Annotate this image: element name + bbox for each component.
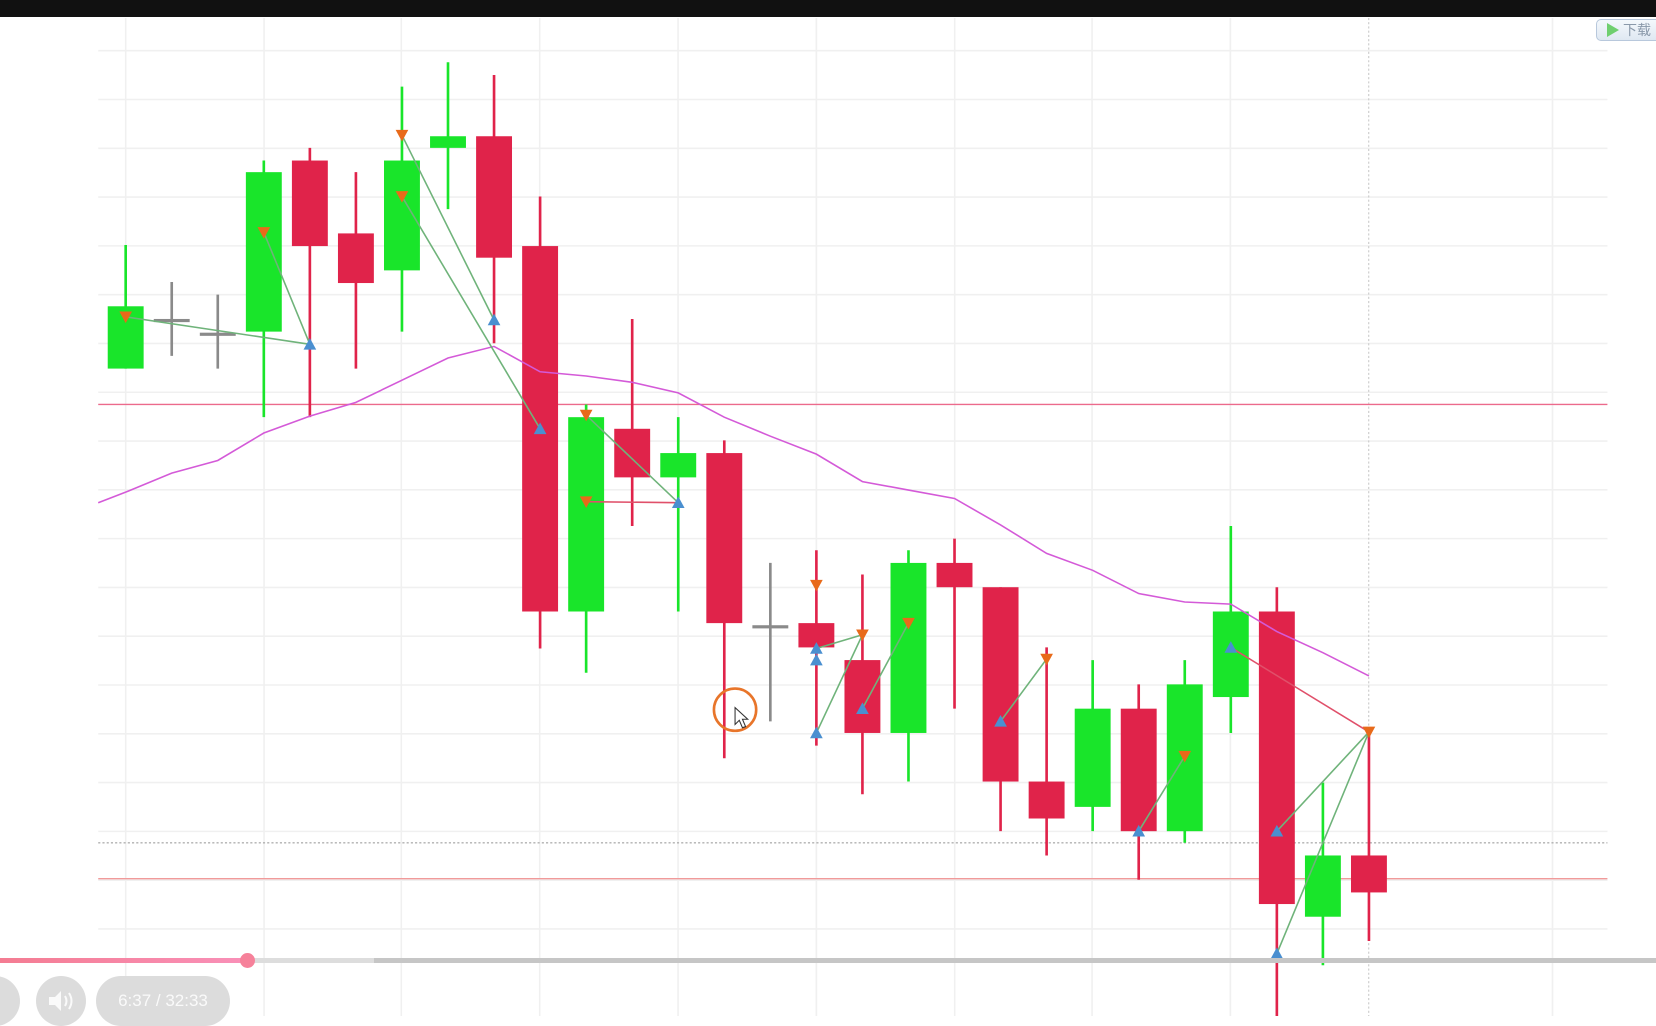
candle-body	[430, 136, 466, 148]
down-triangle-icon	[902, 617, 915, 630]
progress-handle[interactable]	[239, 953, 255, 968]
candle-body	[568, 417, 605, 612]
play-button[interactable]	[0, 976, 20, 1026]
candle-body	[1350, 855, 1387, 893]
zigzag-segment	[815, 634, 864, 734]
time-text: 6:37 / 32:33	[118, 991, 208, 1010]
up-triangle-icon	[1132, 824, 1146, 837]
candle-body	[844, 660, 881, 733]
buffered-bar	[374, 958, 1656, 963]
progress-played	[0, 958, 247, 963]
down-triangle-icon	[395, 129, 409, 142]
zigzag-segment	[586, 500, 679, 504]
zigzag-segment	[1276, 731, 1370, 832]
down-triangle-icon	[810, 579, 823, 592]
down-triangle-icon	[579, 409, 593, 422]
zigzag-segment	[816, 633, 863, 650]
grid	[98, 17, 1608, 1016]
up-triangle-icon	[1224, 641, 1238, 653]
signal-markers	[119, 129, 1376, 959]
candle-body	[752, 625, 789, 629]
candle-body	[982, 587, 1019, 782]
candle-body	[153, 318, 190, 323]
candle-body	[1258, 611, 1295, 905]
cursor-highlight	[712, 687, 758, 733]
candle-body	[936, 562, 973, 588]
moving-average-line	[97, 345, 1370, 677]
zigzag-segment	[999, 658, 1048, 722]
zigzag-segment	[125, 316, 310, 346]
candle-body	[706, 453, 743, 624]
zigzag-segment	[585, 414, 679, 504]
download-play-icon	[1607, 23, 1619, 37]
download-button[interactable]: 下载	[1596, 19, 1656, 41]
candle-body	[660, 453, 697, 478]
zigzag-segment	[861, 622, 910, 710]
zigzag-segment	[1276, 731, 1370, 954]
up-triangle-icon	[303, 337, 317, 350]
zigzag-segment	[401, 134, 495, 321]
candle-body	[476, 136, 513, 258]
candle-body	[245, 172, 282, 332]
candle-body	[1028, 781, 1065, 819]
volume-button[interactable]	[36, 976, 86, 1026]
candle-body	[1074, 708, 1111, 807]
mouse-cursor-icon	[734, 706, 750, 729]
zigzag-segment	[1230, 646, 1370, 733]
download-label: 下载	[1623, 22, 1651, 38]
down-triangle-icon	[1040, 653, 1053, 666]
candle-body	[890, 562, 927, 733]
down-triangle-icon	[1362, 726, 1376, 739]
up-triangle-icon	[856, 702, 869, 714]
up-triangle-icon	[487, 313, 501, 326]
up-triangle-icon	[671, 496, 685, 508]
down-triangle-icon	[395, 191, 409, 203]
up-triangle-icon	[1270, 947, 1284, 959]
down-triangle-icon	[257, 227, 271, 239]
up-triangle-icon	[810, 642, 823, 654]
zigzag-segment	[401, 196, 541, 430]
zigzag-segment	[263, 232, 311, 345]
up-triangle-icon	[533, 422, 547, 435]
volume-icon	[49, 991, 73, 1011]
down-triangle-icon	[1178, 750, 1192, 763]
candle-body	[384, 160, 420, 271]
up-triangle-icon	[810, 653, 823, 666]
candle-body	[337, 233, 374, 284]
up-triangle-icon	[1270, 824, 1284, 837]
time-display: 6:37 / 32:33	[96, 976, 230, 1026]
up-triangle-icon	[810, 726, 823, 739]
candle-body	[291, 160, 328, 247]
up-triangle-icon	[994, 715, 1007, 727]
zigzag-segment	[1138, 755, 1186, 832]
zigzag-lines	[125, 134, 1370, 954]
down-triangle-icon	[119, 311, 133, 324]
candle-body	[199, 332, 236, 336]
candle-body	[1304, 855, 1341, 917]
browser-top-bar	[0, 0, 1656, 17]
down-triangle-icon	[856, 629, 869, 642]
candle-body	[1120, 708, 1157, 832]
down-triangle-icon	[579, 496, 593, 508]
